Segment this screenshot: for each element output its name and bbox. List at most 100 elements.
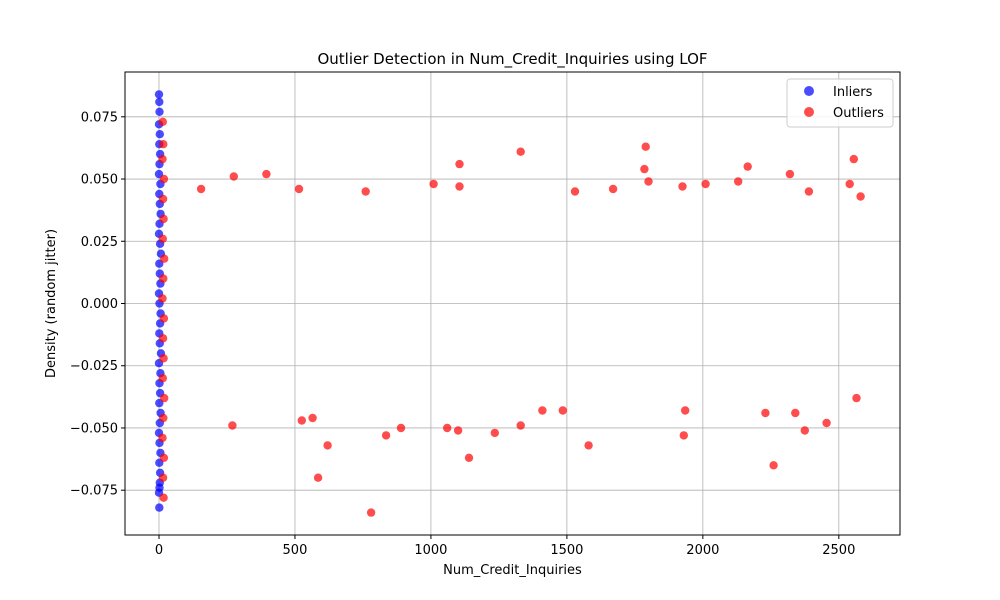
- x-tick-label: 500: [283, 543, 308, 558]
- outlier-point: [381, 431, 391, 440]
- outlier-point: [681, 406, 690, 415]
- y-tick-label: −0.050: [70, 421, 118, 436]
- outlier-point: [366, 508, 376, 517]
- outlier-point: [158, 294, 167, 303]
- legend-label-inliers: Inliers: [833, 85, 873, 100]
- outlier-point: [159, 493, 168, 502]
- x-tick-label: 2500: [822, 543, 855, 558]
- outlier-point: [464, 453, 474, 462]
- outlier-point: [584, 441, 593, 450]
- outlier-point: [323, 441, 332, 450]
- outlier-point: [455, 159, 464, 169]
- outlier-point: [159, 453, 169, 462]
- outlier-point: [608, 184, 618, 194]
- outlier-point: [701, 179, 710, 189]
- outlier-point: [159, 140, 168, 149]
- outlier-point: [294, 184, 304, 194]
- x-tick-label: 1000: [414, 543, 447, 558]
- inlier-point: [155, 130, 164, 139]
- outlier-point: [761, 408, 770, 418]
- legend-marker-inliers: [804, 86, 814, 96]
- outlier-point: [229, 172, 238, 181]
- outlier-point: [856, 192, 865, 201]
- outlier-point: [644, 177, 653, 186]
- outlier-point: [516, 421, 525, 430]
- x-tick-label: 2000: [686, 543, 719, 558]
- x-tick-label: 1500: [550, 543, 583, 558]
- outlier-point: [678, 182, 687, 191]
- chart-title: Outlier Detection in Num_Credit_Inquirie…: [317, 50, 707, 69]
- y-axis-ticks: −0.075 −0.050 −0.025 0.000 0.025 0.050 0.075: [70, 110, 125, 499]
- outlier-point: [313, 473, 323, 482]
- outlier-point: [158, 334, 168, 343]
- outlier-point: [158, 194, 168, 204]
- y-tick-label: 0.050: [81, 173, 118, 188]
- outlier-point: [845, 179, 854, 189]
- outlier-point: [640, 164, 649, 174]
- outlier-point: [538, 406, 547, 415]
- outlier-point: [297, 416, 306, 425]
- inlier-point: [154, 90, 164, 99]
- series-outliers: [158, 117, 865, 517]
- outlier-point: [822, 418, 831, 428]
- inlier-point: [155, 97, 164, 107]
- outlier-point: [159, 354, 168, 363]
- outlier-point: [160, 393, 169, 403]
- outlier-point: [159, 274, 168, 283]
- outlier-point: [734, 177, 743, 186]
- inlier-point: [155, 107, 164, 117]
- y-axis-title: Density (random jitter): [44, 229, 59, 378]
- outlier-point: [158, 473, 168, 482]
- inlier-point: [155, 483, 164, 492]
- outlier-point: [159, 413, 168, 423]
- outlier-point: [158, 433, 167, 443]
- outlier-point: [743, 162, 752, 171]
- outlier-point: [453, 426, 463, 435]
- outlier-point: [455, 182, 464, 191]
- outlier-point: [516, 147, 525, 156]
- outlier-point: [429, 179, 438, 189]
- data-points: [154, 90, 865, 517]
- outlier-point: [228, 421, 237, 430]
- legend-label-outliers: Outliers: [833, 106, 884, 121]
- outlier-point: [158, 154, 167, 164]
- outlier-point: [159, 314, 169, 323]
- outlier-point: [361, 187, 370, 196]
- y-tick-label: 0.000: [81, 297, 118, 312]
- inlier-point: [155, 503, 164, 512]
- outlier-point: [769, 461, 778, 470]
- x-tick-label: 0: [155, 543, 163, 558]
- outlier-point: [308, 413, 317, 423]
- outlier-point: [800, 426, 809, 435]
- legend: Inliers Outliers: [786, 78, 894, 128]
- y-tick-label: 0.025: [81, 235, 118, 250]
- outlier-point: [791, 408, 800, 418]
- x-axis-title: Num_Credit_Inquiries: [443, 563, 582, 578]
- outlier-point: [158, 234, 167, 243]
- outlier-point: [196, 184, 206, 194]
- outlier-point: [158, 117, 167, 127]
- grid-lines: [125, 72, 900, 535]
- outlier-point: [849, 154, 858, 164]
- outlier-point: [679, 431, 688, 440]
- outlier-point: [262, 169, 271, 179]
- y-tick-label: −0.075: [70, 484, 118, 499]
- outlier-point: [570, 187, 580, 196]
- outlier-point: [160, 254, 169, 263]
- outlier-point: [396, 423, 406, 433]
- outlier-point: [159, 214, 168, 224]
- x-axis-ticks: 0 500 1000 1500 2000 2500: [155, 535, 855, 558]
- outlier-point: [785, 169, 795, 179]
- y-tick-label: 0.075: [81, 110, 118, 125]
- outlier-point: [558, 406, 567, 415]
- outlier-point: [804, 187, 814, 196]
- outlier-point: [852, 393, 861, 403]
- outlier-point: [159, 174, 169, 184]
- y-tick-label: −0.025: [70, 359, 118, 374]
- legend-marker-outliers: [804, 107, 814, 117]
- outlier-point: [490, 428, 499, 438]
- outlier-point: [158, 374, 167, 383]
- outlier-point: [443, 423, 452, 433]
- outlier-point: [641, 142, 650, 151]
